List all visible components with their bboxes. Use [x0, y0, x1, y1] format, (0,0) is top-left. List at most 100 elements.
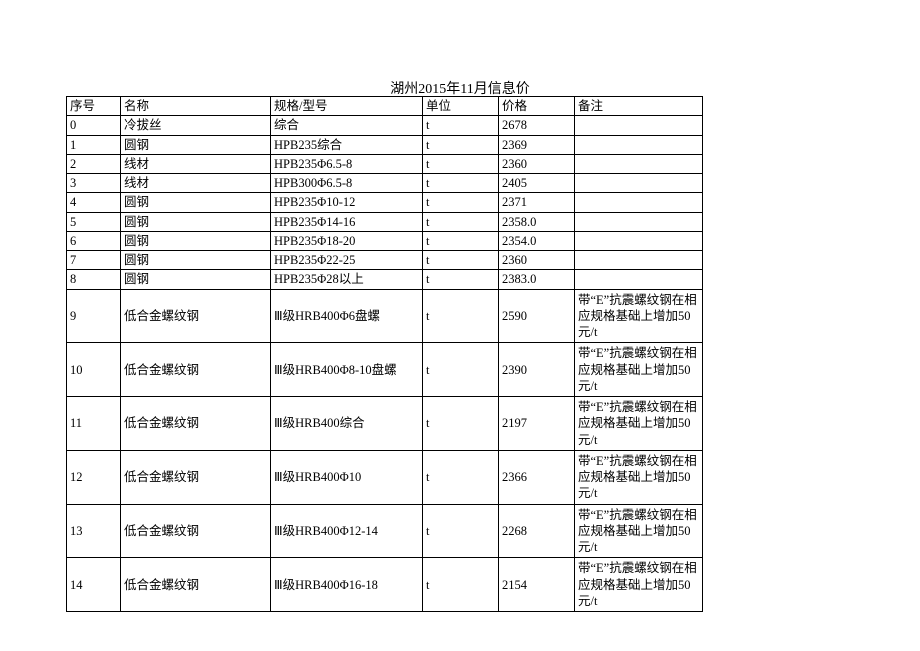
cell-seq: 5 [67, 212, 121, 231]
cell-price: 2390 [499, 343, 575, 397]
cell-spec: Ⅲ级HRB400Φ8-10盘螺 [271, 343, 423, 397]
cell-unit: t [423, 289, 499, 343]
cell-remark: 带“E”抗震螺纹钢在相应规格基础上增加50元/t [575, 397, 703, 451]
cell-seq: 3 [67, 174, 121, 193]
cell-unit: t [423, 397, 499, 451]
table-header-row: 序号 名称 规格/型号 单位 价格 备注 [67, 97, 703, 116]
cell-name: 低合金螺纹钢 [121, 343, 271, 397]
cell-name: 圆钢 [121, 270, 271, 289]
cell-unit: t [423, 193, 499, 212]
table-row: 10低合金螺纹钢Ⅲ级HRB400Φ8-10盘螺t2390带“E”抗震螺纹钢在相应… [67, 343, 703, 397]
cell-spec: HPB300Φ6.5-8 [271, 174, 423, 193]
cell-remark: 带“E”抗震螺纹钢在相应规格基础上增加50元/t [575, 343, 703, 397]
cell-seq: 1 [67, 135, 121, 154]
col-name: 名称 [121, 97, 271, 116]
cell-unit: t [423, 504, 499, 558]
cell-unit: t [423, 174, 499, 193]
cell-spec: HPB235Φ6.5-8 [271, 154, 423, 173]
cell-seq: 4 [67, 193, 121, 212]
cell-remark: 带“E”抗震螺纹钢在相应规格基础上增加50元/t [575, 450, 703, 504]
cell-unit: t [423, 251, 499, 270]
cell-spec: HPB235Φ22-25 [271, 251, 423, 270]
cell-spec: HPB235Φ18-20 [271, 231, 423, 250]
cell-price: 2360 [499, 251, 575, 270]
cell-remark [575, 251, 703, 270]
cell-seq: 13 [67, 504, 121, 558]
cell-unit: t [423, 270, 499, 289]
cell-name: 低合金螺纹钢 [121, 289, 271, 343]
cell-seq: 2 [67, 154, 121, 173]
cell-price: 2154 [499, 558, 575, 612]
cell-name: 圆钢 [121, 231, 271, 250]
col-price: 价格 [499, 97, 575, 116]
cell-seq: 14 [67, 558, 121, 612]
cell-name: 圆钢 [121, 251, 271, 270]
cell-unit: t [423, 135, 499, 154]
cell-unit: t [423, 450, 499, 504]
cell-remark [575, 135, 703, 154]
cell-spec: HPB235Φ10-12 [271, 193, 423, 212]
cell-name: 圆钢 [121, 212, 271, 231]
table-row: 12低合金螺纹钢Ⅲ级HRB400Φ10t2366带“E”抗震螺纹钢在相应规格基础… [67, 450, 703, 504]
cell-spec: Ⅲ级HRB400Φ12-14 [271, 504, 423, 558]
cell-spec: Ⅲ级HRB400Φ16-18 [271, 558, 423, 612]
page: 湖州2015年11月信息价 序号 名称 规格/型号 单位 价格 备注 0冷拔丝综… [0, 0, 920, 651]
col-spec: 规格/型号 [271, 97, 423, 116]
cell-seq: 11 [67, 397, 121, 451]
cell-remark [575, 212, 703, 231]
cell-spec: HPB235综合 [271, 135, 423, 154]
cell-unit: t [423, 212, 499, 231]
price-table: 序号 名称 规格/型号 单位 价格 备注 0冷拔丝综合t26781圆钢HPB23… [66, 96, 703, 612]
cell-price: 2360 [499, 154, 575, 173]
cell-seq: 10 [67, 343, 121, 397]
table-row: 3线材HPB300Φ6.5-8t2405 [67, 174, 703, 193]
table-row: 9低合金螺纹钢Ⅲ级HRB400Φ6盘螺t2590带“E”抗震螺纹钢在相应规格基础… [67, 289, 703, 343]
cell-remark: 带“E”抗震螺纹钢在相应规格基础上增加50元/t [575, 289, 703, 343]
table-row: 11低合金螺纹钢Ⅲ级HRB400综合t2197带“E”抗震螺纹钢在相应规格基础上… [67, 397, 703, 451]
cell-price: 2369 [499, 135, 575, 154]
cell-spec: HPB235Φ28以上 [271, 270, 423, 289]
col-remark: 备注 [575, 97, 703, 116]
cell-seq: 7 [67, 251, 121, 270]
cell-unit: t [423, 558, 499, 612]
cell-name: 低合金螺纹钢 [121, 450, 271, 504]
cell-price: 2383.0 [499, 270, 575, 289]
cell-unit: t [423, 343, 499, 397]
cell-seq: 8 [67, 270, 121, 289]
cell-unit: t [423, 116, 499, 135]
cell-spec: Ⅲ级HRB400综合 [271, 397, 423, 451]
cell-price: 2590 [499, 289, 575, 343]
cell-remark [575, 193, 703, 212]
cell-remark [575, 174, 703, 193]
cell-price: 2354.0 [499, 231, 575, 250]
cell-name: 低合金螺纹钢 [121, 397, 271, 451]
cell-price: 2678 [499, 116, 575, 135]
table-row: 1圆钢HPB235综合t2369 [67, 135, 703, 154]
cell-remark [575, 154, 703, 173]
cell-name: 低合金螺纹钢 [121, 558, 271, 612]
cell-name: 圆钢 [121, 193, 271, 212]
cell-price: 2268 [499, 504, 575, 558]
col-seq: 序号 [67, 97, 121, 116]
cell-seq: 9 [67, 289, 121, 343]
cell-price: 2197 [499, 397, 575, 451]
col-unit: 单位 [423, 97, 499, 116]
table-row: 0冷拔丝综合t2678 [67, 116, 703, 135]
cell-spec: 综合 [271, 116, 423, 135]
cell-price: 2366 [499, 450, 575, 504]
cell-name: 圆钢 [121, 135, 271, 154]
cell-price: 2405 [499, 174, 575, 193]
table-row: 6圆钢HPB235Φ18-20t2354.0 [67, 231, 703, 250]
table-row: 8圆钢HPB235Φ28以上t2383.0 [67, 270, 703, 289]
cell-remark: 带“E”抗震螺纹钢在相应规格基础上增加50元/t [575, 558, 703, 612]
cell-spec: Ⅲ级HRB400Φ10 [271, 450, 423, 504]
cell-name: 冷拔丝 [121, 116, 271, 135]
cell-price: 2358.0 [499, 212, 575, 231]
table-row: 2线材HPB235Φ6.5-8t2360 [67, 154, 703, 173]
cell-unit: t [423, 231, 499, 250]
cell-remark [575, 270, 703, 289]
table-row: 14低合金螺纹钢Ⅲ级HRB400Φ16-18t2154带“E”抗震螺纹钢在相应规… [67, 558, 703, 612]
cell-seq: 12 [67, 450, 121, 504]
table-row: 7圆钢HPB235Φ22-25t2360 [67, 251, 703, 270]
cell-remark: 带“E”抗震螺纹钢在相应规格基础上增加50元/t [575, 504, 703, 558]
